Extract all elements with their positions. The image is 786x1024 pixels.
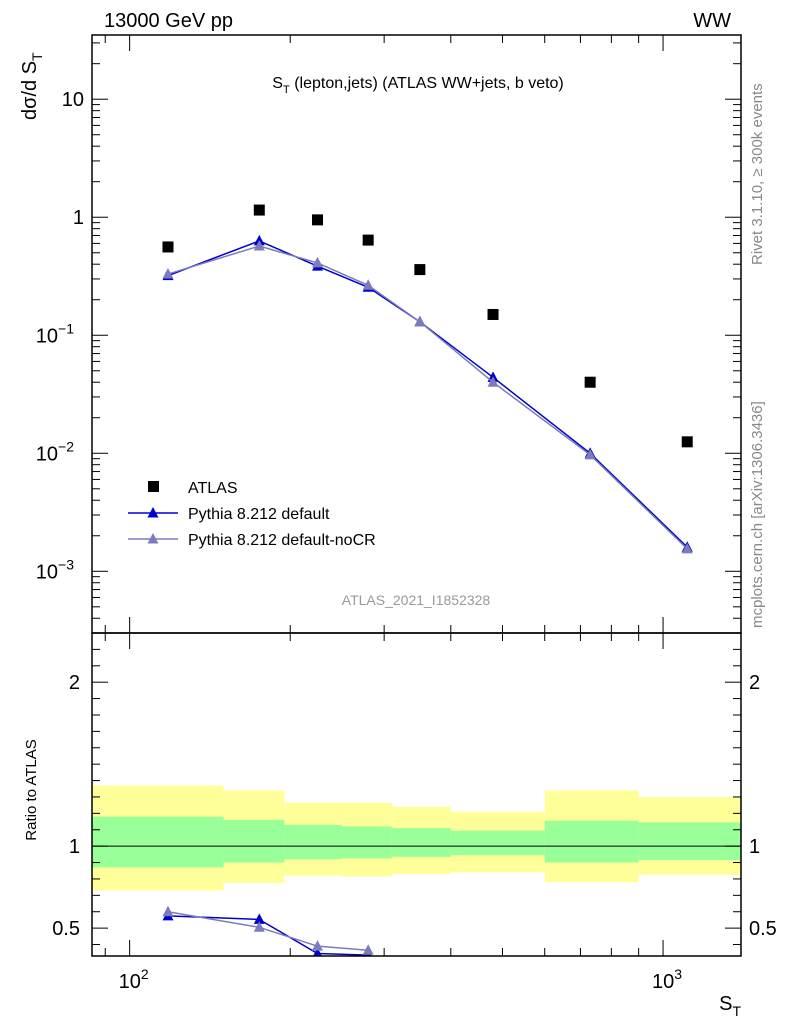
atlas-data-point bbox=[362, 234, 374, 246]
atlas-data-point bbox=[584, 376, 596, 388]
y-tick-label: 10 bbox=[62, 89, 84, 111]
mc-point-2 bbox=[162, 268, 174, 279]
ratio-line-1 bbox=[167, 910, 369, 952]
ratio-panel-frame bbox=[91, 632, 742, 957]
legend: ATLAS Pythia 8.212 default Pythia 8.212 de… bbox=[128, 480, 376, 549]
y-tick-label: 10−3 bbox=[36, 556, 74, 583]
atlas-data-point bbox=[162, 241, 174, 253]
inner-uncertainty-band bbox=[284, 824, 342, 860]
mcplots-label: mcplots.cern.ch [arXiv:1306.3436] bbox=[749, 401, 766, 628]
ratio-ylabel: Ratio to ATLAS bbox=[23, 739, 40, 840]
header-process-label: WW bbox=[693, 10, 731, 32]
y-tick-label-left: 0.5 bbox=[52, 918, 80, 940]
inner-uncertainty-band bbox=[450, 830, 545, 856]
inner-uncertainty-band bbox=[638, 822, 741, 861]
ratio-line-0 bbox=[167, 915, 369, 956]
main-panel: 10−3 10−2 10−1 1 10 ST (lepton,jets) (ATLAS … bbox=[19, 34, 742, 634]
inner-uncertainty-band bbox=[341, 826, 392, 859]
legend-marker bbox=[147, 533, 159, 544]
y-tick-label-right: 0.5 bbox=[749, 918, 777, 940]
y-tick-label-right: 2 bbox=[749, 672, 760, 694]
inner-uncertainty-band bbox=[223, 819, 285, 863]
series-line-1 bbox=[167, 240, 688, 548]
ratio-point-1 bbox=[312, 940, 324, 951]
ratio-point-1 bbox=[362, 944, 374, 955]
main-title: ST (lepton,jets) (ATLAS WW+jets, b veto) bbox=[272, 75, 564, 96]
inner-uncertainty-band bbox=[391, 828, 451, 857]
mc-point-2 bbox=[414, 315, 426, 327]
series-line-2 bbox=[167, 245, 688, 550]
atlas-data-point bbox=[414, 264, 426, 276]
y-tick-label: 1 bbox=[73, 207, 84, 229]
ratio-point-1 bbox=[162, 905, 174, 917]
inner-uncertainty-band bbox=[92, 816, 224, 868]
main-ylabel: dσ/d ST bbox=[19, 52, 45, 120]
x-axis-label: ST bbox=[719, 993, 741, 1019]
header-energy-label: 13000 GeV pp bbox=[104, 10, 233, 32]
ratio-panel: 102 103 0.5 0.5 1 1 2 2 Ratio to ATLAS ST bbox=[23, 632, 777, 1019]
legend-entry-label: Pythia 8.212 default bbox=[188, 506, 330, 523]
y-tick-label-left: 2 bbox=[69, 672, 80, 694]
mc-point-2 bbox=[681, 542, 693, 554]
ratio-point-0 bbox=[313, 947, 322, 956]
mc-point-2 bbox=[253, 240, 265, 251]
atlas-data-point bbox=[312, 214, 324, 226]
rivet-version-label: Rivet 3.1.10, ≥ 300k events bbox=[749, 83, 766, 265]
legend-entry-label: Pythia 8.212 default-noCR bbox=[188, 532, 376, 549]
y-tick-label: 10−2 bbox=[36, 438, 74, 465]
y-tick-label-right: 1 bbox=[749, 836, 760, 858]
inner-uncertainty-band bbox=[544, 820, 639, 863]
mc-point-2 bbox=[487, 376, 499, 387]
y-tick-label-left: 1 bbox=[69, 836, 80, 858]
mc-point-2 bbox=[362, 279, 374, 290]
atlas-data-point bbox=[681, 436, 693, 448]
legend-entry-label: ATLAS bbox=[188, 480, 238, 497]
y-tick-label: 10−1 bbox=[36, 320, 74, 347]
ratio-point-1 bbox=[253, 921, 265, 932]
mc-point-2 bbox=[584, 448, 596, 460]
legend-marker bbox=[147, 507, 159, 518]
legend-marker bbox=[148, 481, 159, 492]
x-tick-label: 102 bbox=[119, 966, 149, 993]
ratio-point-0 bbox=[253, 913, 265, 924]
atlas-data-point bbox=[253, 204, 265, 216]
atlas-data-point bbox=[487, 308, 499, 320]
x-tick-label: 103 bbox=[652, 966, 682, 993]
watermark-label: ATLAS_2021_I1852328 bbox=[342, 592, 491, 608]
mc-point-2 bbox=[312, 256, 324, 268]
